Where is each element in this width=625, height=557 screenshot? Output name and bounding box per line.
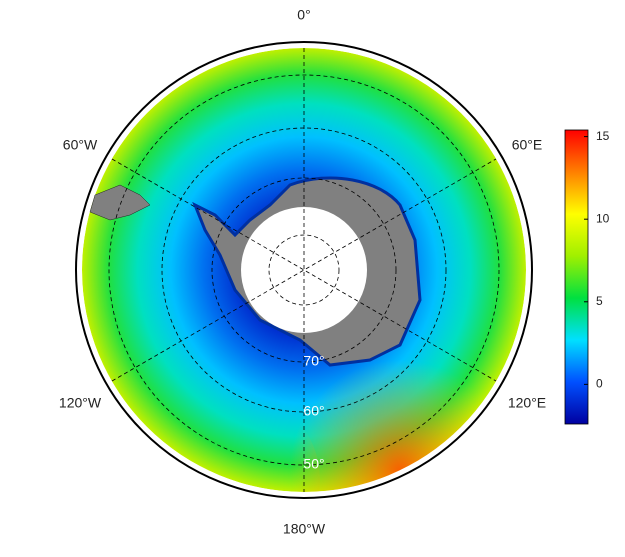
colorbar-ticks: 0 5 10 15 (584, 129, 610, 391)
lat-label: 60° (303, 403, 324, 419)
lon-label: 120°W (59, 395, 102, 411)
lon-label: 0° (297, 7, 310, 23)
lat-label: 50° (303, 456, 324, 472)
pole-hole (241, 207, 367, 333)
colorbar-tick-label: 5 (596, 294, 603, 308)
map-frame (75, 41, 533, 499)
colorbar (564, 129, 589, 425)
colorbar-tick-label: 0 (596, 377, 603, 391)
lon-label: 120°E (508, 395, 546, 411)
lon-label: 180°W (283, 521, 326, 537)
lat-label: 70° (303, 353, 324, 369)
colorbar-tick-label: 10 (596, 211, 610, 225)
lon-label: 60°E (512, 137, 543, 153)
graticule (108, 48, 500, 492)
colorbar-tick-label: 15 (596, 129, 610, 143)
south-america (89, 184, 151, 221)
lon-label: 60°W (63, 137, 98, 153)
